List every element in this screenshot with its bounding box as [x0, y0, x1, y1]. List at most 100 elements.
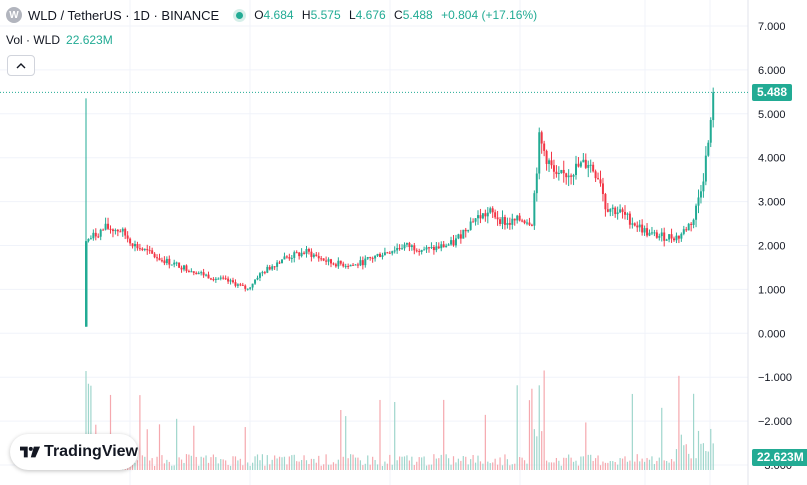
volume-bar — [146, 429, 148, 470]
volume-bar — [590, 454, 592, 470]
candle-body — [577, 163, 580, 167]
candle-body — [579, 162, 582, 167]
candle-body — [650, 232, 653, 234]
candle-body — [94, 232, 97, 237]
candle-body — [97, 236, 100, 238]
volume-bar — [394, 401, 396, 470]
open-value: 4.684 — [263, 8, 294, 22]
candle-body — [452, 240, 455, 246]
volume-bar — [367, 455, 369, 470]
symbol-icon[interactable]: W — [6, 7, 22, 23]
tradingview-logo-text: TradingView — [44, 443, 138, 460]
volume-bar — [229, 465, 232, 470]
volume-bar — [389, 454, 391, 470]
volume-bar — [225, 460, 227, 470]
volume-bar — [541, 431, 543, 470]
volume-bar — [212, 454, 214, 470]
ohlc-values: O4.684 H5.575 L4.676 C5.488 +0.804 (+17.… — [254, 8, 542, 22]
candle-body — [276, 262, 279, 267]
volume-bar — [531, 388, 533, 470]
volume-bar — [666, 460, 668, 470]
volume-bar — [433, 454, 435, 470]
tradingview-logo-icon — [20, 446, 41, 458]
candle-body — [315, 254, 318, 257]
candle-body — [670, 234, 673, 239]
volume-bar — [151, 458, 153, 470]
volume-bar — [259, 460, 261, 470]
volume-bar — [264, 465, 266, 470]
volume-bar — [582, 456, 584, 470]
volume-bar — [342, 456, 344, 470]
candle-body — [489, 208, 492, 213]
candle-body — [682, 229, 685, 234]
candle-body — [403, 244, 406, 249]
candle-body — [114, 229, 117, 232]
volume-bar — [536, 436, 538, 470]
market-status-icon[interactable] — [233, 8, 247, 22]
candle-body — [506, 222, 509, 225]
candle-body — [428, 247, 430, 249]
volume-bar — [318, 455, 320, 470]
volume-bar — [90, 385, 92, 470]
candle-body — [131, 243, 134, 247]
candle-body — [614, 207, 617, 215]
volume-bar — [144, 456, 146, 470]
volume-bar — [619, 458, 621, 470]
volume-bar — [269, 464, 271, 470]
candle-body — [619, 209, 622, 213]
volume-bar — [154, 465, 156, 470]
candle-body — [467, 229, 470, 232]
candle-body — [381, 255, 384, 257]
candle-body — [239, 284, 242, 286]
volume-bar — [597, 455, 599, 470]
volume-bar — [651, 456, 653, 470]
volume-bar — [695, 458, 697, 470]
volume-bar — [254, 456, 256, 470]
volume-bar — [403, 456, 406, 470]
candle-body — [232, 280, 234, 283]
candle-body — [354, 264, 357, 266]
symbol-title[interactable]: WLD / TetherUS · 1D · BINANCE — [28, 7, 220, 23]
candle-body — [690, 223, 693, 225]
volume-bar — [438, 458, 440, 470]
tradingview-logo[interactable]: TradingView — [10, 434, 138, 470]
volume-bar — [350, 454, 352, 470]
volume-bar — [406, 455, 408, 470]
candle-body — [305, 249, 308, 254]
volume-bar — [533, 429, 535, 470]
volume-bar — [528, 400, 531, 470]
volume-bar — [313, 458, 315, 470]
candle-body — [445, 245, 448, 248]
volume-bar — [163, 463, 165, 470]
candle-body — [584, 159, 587, 168]
volume-bar — [198, 465, 200, 470]
candle-body — [227, 278, 230, 282]
volume-bar — [283, 456, 286, 470]
candle-body — [442, 244, 445, 248]
volume-bar — [391, 464, 393, 470]
volume-bar — [376, 464, 379, 470]
volume-bar — [364, 463, 366, 470]
candle-body — [695, 205, 698, 220]
volume-bar — [425, 465, 428, 470]
volume-bar — [330, 464, 332, 470]
candle-body — [116, 229, 119, 232]
candle-body — [303, 252, 306, 254]
candle-body — [425, 247, 428, 250]
volume-bar — [379, 399, 381, 470]
volume-label[interactable]: Vol · WLD — [6, 33, 61, 47]
candle-body — [195, 272, 198, 275]
candle-body — [430, 246, 433, 248]
candle-body — [665, 239, 668, 241]
candle-body — [604, 194, 607, 210]
volume-bar — [183, 462, 185, 470]
volume-bar — [244, 427, 246, 470]
candle-body — [165, 258, 168, 264]
candle-body — [479, 215, 482, 219]
collapse-legend-button[interactable] — [7, 55, 35, 76]
candle-body — [663, 232, 666, 241]
candle-body — [643, 228, 646, 233]
candle-body — [124, 228, 127, 236]
volume-bar — [359, 460, 361, 470]
